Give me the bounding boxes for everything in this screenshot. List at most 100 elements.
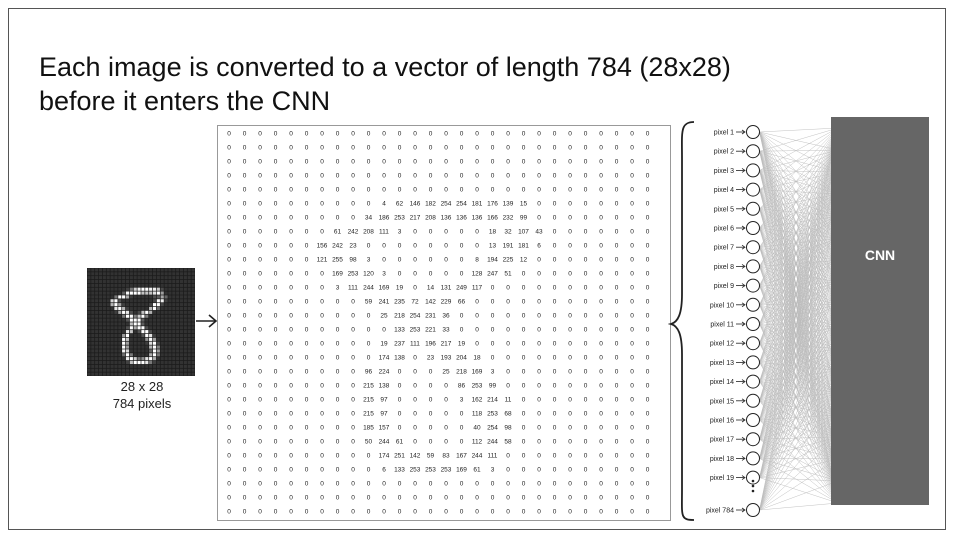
digit-pixel bbox=[125, 314, 130, 318]
matrix-cell: 0 bbox=[351, 411, 355, 418]
connection-line bbox=[759, 282, 839, 459]
digit-pixel bbox=[168, 272, 172, 276]
matrix-cell: 0 bbox=[243, 509, 247, 516]
matrix-cell: 0 bbox=[537, 383, 541, 390]
matrix-cell: 0 bbox=[367, 131, 371, 138]
digit-pixel bbox=[110, 372, 114, 376]
matrix-cell: 0 bbox=[615, 397, 619, 404]
matrix-cell: 0 bbox=[258, 453, 262, 460]
connection-line bbox=[759, 127, 839, 171]
input-neuron bbox=[746, 221, 760, 235]
digit-pixel bbox=[176, 299, 180, 303]
digit-pixel bbox=[152, 283, 157, 287]
digit-pixel bbox=[149, 291, 153, 295]
matrix-cell: 99 bbox=[520, 215, 528, 222]
digit-pixel bbox=[114, 295, 118, 299]
digit-pixel bbox=[152, 318, 157, 322]
pixel-label: pixel 7 bbox=[714, 245, 734, 252]
digit-pixel bbox=[133, 360, 137, 365]
digit-pixel bbox=[118, 276, 122, 280]
matrix-cell: 0 bbox=[336, 341, 340, 348]
pixel-arrowhead-icon bbox=[741, 187, 746, 192]
matrix-cell: 0 bbox=[444, 243, 448, 250]
digit-pixel bbox=[179, 357, 184, 361]
digit-pixel bbox=[137, 341, 141, 345]
digit-pixel bbox=[87, 303, 91, 307]
matrix-cell: 0 bbox=[320, 355, 324, 362]
matrix-cell: 0 bbox=[568, 271, 572, 278]
matrix-cell: 0 bbox=[475, 145, 479, 152]
matrix-cell: 0 bbox=[227, 257, 231, 264]
digit-pixel bbox=[164, 272, 168, 276]
digit-pixel bbox=[102, 360, 106, 365]
pixel-label: pixel 16 bbox=[710, 418, 734, 425]
digit-pixel bbox=[129, 306, 133, 311]
matrix-cell: 0 bbox=[382, 131, 386, 138]
connection-line bbox=[759, 238, 839, 478]
matrix-cell: 0 bbox=[367, 145, 371, 152]
matrix-cell: 0 bbox=[646, 285, 650, 292]
matrix-cell: 0 bbox=[243, 229, 247, 236]
matrix-cell: 254 bbox=[456, 201, 467, 208]
digit-pixel bbox=[176, 310, 180, 314]
digit-pixel bbox=[172, 372, 176, 376]
matrix-cell: 111 bbox=[488, 453, 498, 460]
digit-pixel bbox=[87, 364, 91, 368]
connection-line bbox=[759, 194, 839, 305]
digit-pixel bbox=[141, 372, 145, 376]
digit-pixel bbox=[102, 326, 106, 330]
cnn-block: CNN bbox=[831, 117, 929, 505]
matrix-cell: 0 bbox=[413, 285, 417, 292]
connection-line bbox=[759, 326, 839, 363]
matrix-cell: 0 bbox=[243, 201, 247, 208]
digit-pixel bbox=[122, 353, 126, 357]
digit-pixel bbox=[172, 360, 176, 365]
digit-pixel bbox=[91, 303, 95, 307]
matrix-cell: 0 bbox=[243, 299, 247, 306]
digit-pixel bbox=[137, 279, 141, 284]
matrix-cell: 19 bbox=[458, 341, 466, 348]
digit-pixel bbox=[137, 268, 141, 272]
digit-pixel bbox=[176, 326, 180, 330]
pixel-label: pixel 4 bbox=[714, 187, 734, 194]
matrix-cell: 0 bbox=[568, 327, 572, 334]
digit-pixel bbox=[110, 349, 114, 353]
connection-line bbox=[759, 477, 839, 504]
digit-pixel bbox=[118, 291, 122, 295]
matrix-cell: 0 bbox=[646, 215, 650, 222]
digit-pixel bbox=[152, 349, 157, 353]
matrix-cell: 0 bbox=[553, 495, 557, 502]
matrix-cell: 99 bbox=[489, 383, 497, 390]
digit-pixel bbox=[176, 357, 180, 361]
digit-pixel bbox=[122, 303, 126, 307]
digit-pixel bbox=[106, 360, 110, 365]
matrix-cell: 0 bbox=[305, 257, 309, 264]
matrix-cell: 0 bbox=[227, 341, 231, 348]
matrix-cell: 0 bbox=[506, 453, 510, 460]
matrix-cell: 0 bbox=[537, 327, 541, 334]
matrix-cell: 0 bbox=[537, 257, 541, 264]
matrix-cell: 0 bbox=[537, 411, 541, 418]
matrix-cell: 0 bbox=[646, 159, 650, 166]
matrix-cell: 0 bbox=[367, 481, 371, 488]
matrix-cell: 0 bbox=[398, 243, 402, 250]
matrix-cell: 0 bbox=[305, 145, 309, 152]
connection-line bbox=[759, 282, 839, 511]
digit-pixel bbox=[183, 368, 187, 372]
digit-pixel bbox=[156, 268, 160, 272]
digit-pixel bbox=[102, 272, 106, 276]
matrix-cell: 0 bbox=[568, 383, 572, 390]
digit-pixel bbox=[145, 322, 149, 326]
digit-pixel bbox=[164, 322, 168, 326]
matrix-cell: 139 bbox=[503, 201, 514, 208]
connection-line bbox=[759, 216, 839, 382]
input-neuron bbox=[746, 278, 760, 293]
matrix-cell: 0 bbox=[630, 131, 634, 138]
pixel-label: pixel 13 bbox=[710, 360, 734, 367]
matrix-cell: 0 bbox=[553, 397, 557, 404]
matrix-cell: 0 bbox=[367, 201, 371, 208]
digit-pixel bbox=[145, 268, 149, 272]
matrix-cell: 0 bbox=[584, 229, 588, 236]
matrix-cell: 0 bbox=[258, 383, 262, 390]
digit-pixel bbox=[137, 322, 141, 326]
